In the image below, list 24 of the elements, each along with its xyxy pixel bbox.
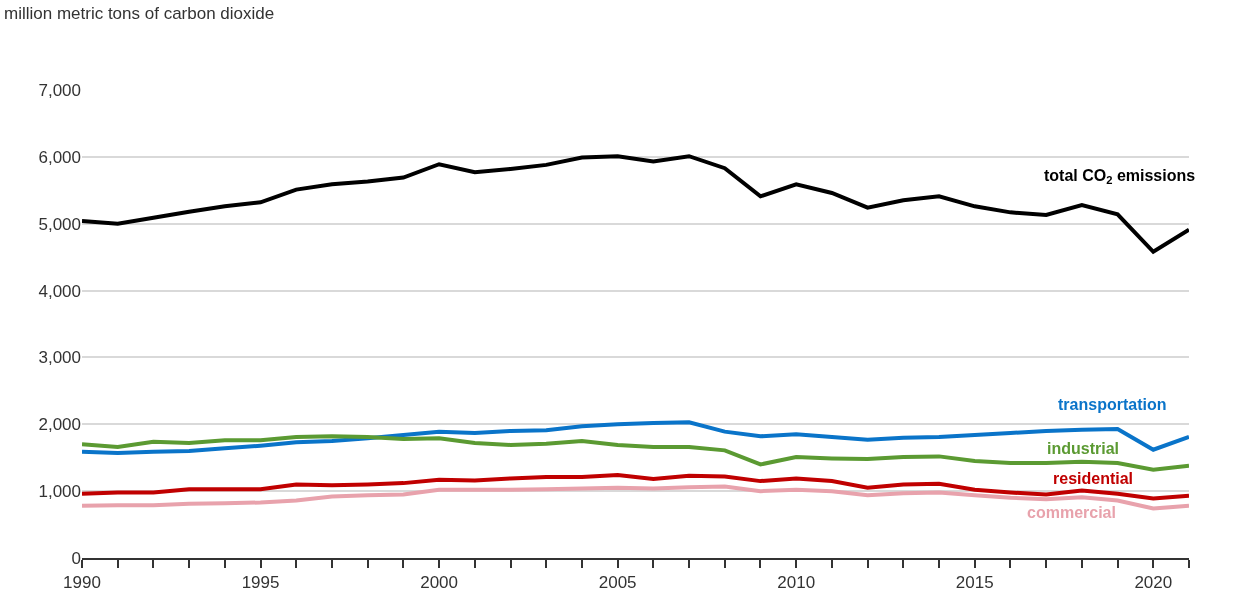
x-tick-label: 2010	[777, 573, 816, 593]
x-tick-label: 2015	[955, 573, 994, 593]
series-label: total CO$_{2}$ emissions	[1044, 167, 1196, 187]
x-tick-label: 1990	[63, 573, 101, 593]
y-tick-label: 1,000	[38, 482, 81, 502]
line-series	[82, 434, 1189, 472]
y-tick-label: 4,000	[38, 281, 81, 301]
line-series	[82, 473, 1189, 501]
y-tick-label: 0	[71, 548, 81, 568]
series-label: commercial	[1027, 504, 1116, 521]
y-tick-label: 7,000	[38, 80, 81, 100]
x-tick-label: 2000	[420, 573, 459, 593]
series-label: industrial	[1047, 440, 1120, 457]
series-label: transportation	[1058, 396, 1167, 413]
series-label: residential	[1053, 470, 1134, 487]
line-series	[82, 420, 1189, 456]
x-tick-label: 2020	[1134, 573, 1173, 593]
y-tick-label: 5,000	[38, 214, 81, 234]
x-tick-label: 1995	[241, 573, 280, 593]
y-axis-title: million metric tons of carbon dioxide	[4, 4, 275, 23]
x-tick-label: 2005	[598, 573, 637, 593]
y-tick-label: 6,000	[38, 147, 81, 167]
y-tick-label: 2,000	[38, 415, 81, 435]
y-tick-label: 3,000	[38, 348, 81, 368]
